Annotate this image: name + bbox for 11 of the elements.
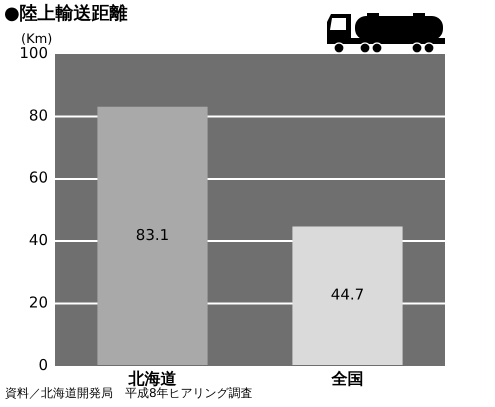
y-tick-label: 20 <box>28 293 48 312</box>
data-label: 44.7 <box>330 286 364 304</box>
y-tick-label: 0 <box>38 356 48 374</box>
text: 資料／北海道開発局 平成8年ヒアリング調査 <box>5 386 253 401</box>
y-tick-label: 60 <box>28 168 48 187</box>
chart-title: ●陸上輸送距離 <box>4 3 128 25</box>
x-tick-label: 全国 <box>330 368 364 388</box>
x-tick-label: 北海道 <box>128 368 178 388</box>
y-tick-label: 40 <box>28 231 48 250</box>
data-label: 83.1 <box>136 226 170 244</box>
y-tick-label: 80 <box>28 106 48 124</box>
